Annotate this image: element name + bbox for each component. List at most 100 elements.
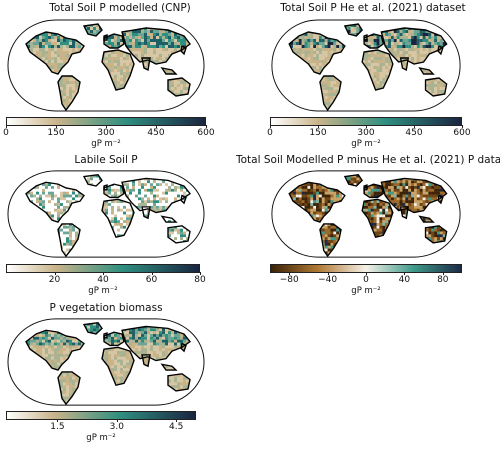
colorbar-tick [6,125,7,128]
map-canvas [271,19,461,112]
coastline [167,77,191,97]
map-canvas [271,170,461,258]
coastline [319,223,342,258]
coastline [121,177,191,214]
coastline [363,183,385,199]
map-canvas [7,170,205,258]
colorbar-tick [270,125,271,128]
coastline [103,184,108,191]
coastline [160,66,178,75]
colorbar-tick [442,272,444,275]
colorbar-tick [366,272,367,275]
colorbar-tick-label: −80 [279,275,299,285]
coastline [380,177,448,214]
colorbar-tick [366,125,367,128]
coastline [141,57,151,72]
coastline [288,181,346,223]
coastline [363,184,368,191]
coastline [25,329,85,371]
colorbar-tick-label: 80 [437,275,449,285]
coastline [167,373,191,392]
colorbar-unit: gP m⁻² [88,286,118,296]
colorbar-tick-label: 450 [147,128,165,138]
coastline [82,321,103,335]
coastline [319,75,342,112]
coastline [361,49,394,91]
coastline [160,215,178,223]
coastline [57,75,81,112]
world-map [6,18,206,113]
colorbar-tick-label: 1.5 [50,422,65,432]
coastline [437,194,444,205]
coastline [103,34,108,41]
colorbar-tick-label: 4.5 [169,422,184,432]
colorbar-tick [54,272,56,275]
coastline [57,371,81,406]
coastline [101,49,135,91]
panel-title: Total Soil P He et al. (2021) dataset [280,2,466,14]
coastline [121,325,191,362]
colorbar-tick-label: 450 [405,128,423,138]
coastline [57,223,81,258]
colorbar-tick-label: 3.0 [109,422,124,432]
colorbar-unit: gP m⁻² [91,139,121,149]
colorbar-tick-label: 600 [197,128,215,138]
coastline [167,225,191,244]
colorbar-tick-label: 80 [194,275,206,285]
coastline [180,44,187,56]
colorbar-tick [57,419,59,422]
coastline [103,183,125,199]
coastline [82,173,103,187]
world-map [6,317,206,407]
coastline [380,27,448,65]
coastline [343,173,364,187]
coastline [437,44,444,56]
colorbar-tick-label: 150 [309,128,327,138]
world-map [270,169,462,259]
colorbar-tick-label: 300 [357,128,375,138]
panel-title: P vegetation biomass [49,302,163,314]
colorbar-tick-label: 60 [145,275,158,285]
coastline [399,206,410,220]
coastline [101,346,135,386]
coastline [288,31,346,75]
coastline [103,33,125,49]
panel-title: Total Soil Modelled P minus He et al. (2… [236,154,500,166]
coastline [361,198,394,238]
colorbar-tick [200,272,201,275]
coastline [180,342,187,353]
colorbar-unit: gP m⁻² [86,433,116,443]
coastline [343,23,364,37]
colorbar-tick [151,272,153,275]
colorbar-tick [206,125,207,128]
coastline [418,66,435,75]
coastline [180,194,187,205]
coastline [424,77,448,97]
panel-title: Total Soil P modelled (CNP) [49,2,191,14]
colorbar-unit: gP m⁻² [351,139,381,149]
coastline [82,23,103,37]
colorbar-tick-label: 40 [398,275,411,285]
colorbar-tick [289,272,290,275]
colorbar-tick-label: 20 [48,275,61,285]
colorbar-tick [156,125,157,128]
colorbar-tick [404,272,406,275]
coastline [103,332,108,339]
panel-title: Labile Soil P [74,154,138,166]
world-map [6,169,206,259]
coastline [399,57,410,72]
colorbar-tick-label: 600 [453,128,471,138]
coastline [141,206,151,220]
coastline [363,34,368,41]
colorbar-tick [116,419,118,422]
colorbar-tick [103,272,104,275]
coastline [160,363,178,371]
colorbar-tick [176,419,177,422]
coastline [141,354,151,368]
colorbar [6,411,196,420]
colorbar-tick-label: 150 [47,128,65,138]
coastline [25,181,85,223]
colorbar-tick [318,125,319,128]
colorbar-tick-label: 40 [97,275,109,285]
colorbar-tick-label: 0 [267,128,273,138]
